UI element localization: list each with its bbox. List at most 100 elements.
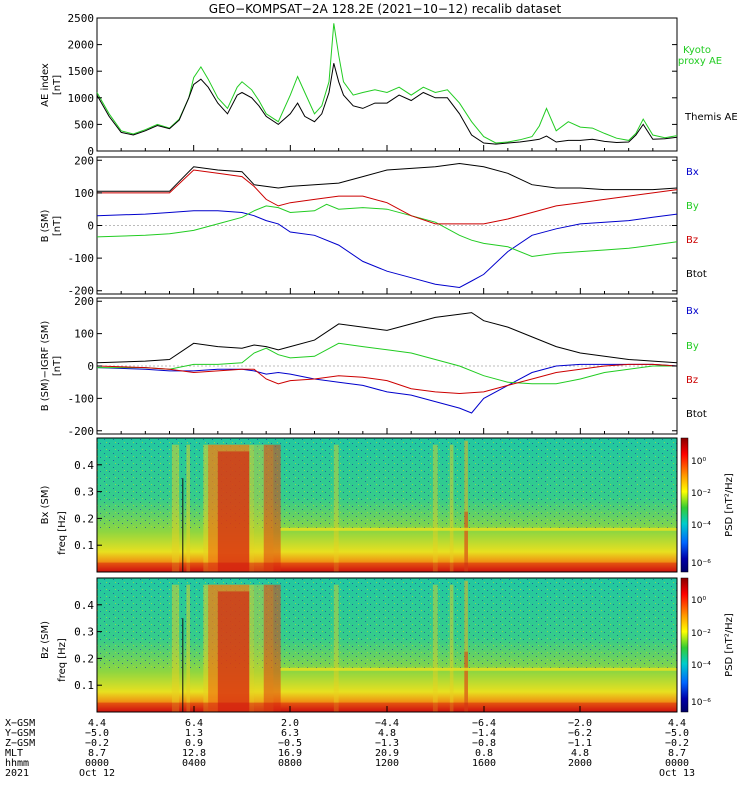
- xaxis-col6-row2: −0.2: [665, 738, 689, 749]
- xaxis-col0-row1: −5.0: [85, 728, 109, 739]
- bx-low-freq-base: [97, 562, 677, 572]
- xaxis-row-label-1: Y−GSM: [5, 728, 35, 739]
- xaxis-col3-row3: 20.9: [375, 748, 399, 759]
- legend-bx: Bx: [686, 167, 699, 178]
- xaxis-col3-row4: 1200: [375, 758, 399, 769]
- bz-harmonic-line: [280, 667, 677, 671]
- panel-bx-psd: 0.10.20.30.4 Bx (SM) freq [Hz] 10⁰ 10⁻² …: [40, 437, 735, 573]
- bigrf-ytick-label-1: -100: [68, 392, 95, 405]
- bigrf-ytick-label-2: 0: [87, 360, 94, 373]
- bx-stripe-1: [171, 444, 180, 572]
- xaxis-col1-row0: 6.4: [185, 718, 203, 729]
- panel-b-sm: -200 -100 0 100 200 B (SM) [nT] Bx By Bz Bto…: [40, 154, 707, 297]
- panel-bz-psd: 0.10.20.30.4 Bz (SM) freq [Hz] 10⁰ 10⁻² …: [40, 577, 735, 713]
- bsm-ytick-label-3: 100: [74, 187, 94, 200]
- xaxis-col6-row5: Oct 13: [659, 768, 695, 779]
- bigrf-series-btot: [96, 312, 678, 364]
- bx-stripe-5: [449, 444, 454, 572]
- bsm-y-axis: -200 -100 0 100 200: [68, 154, 678, 298]
- ae-series-kyoto-proxy-ae: [96, 23, 678, 144]
- bigrf-series-group: [96, 312, 678, 414]
- ae-ytick-label-1: 500: [74, 118, 94, 131]
- xaxis-col6-row1: −5.0: [665, 728, 689, 739]
- xaxis-col6-row0: 4.4: [668, 718, 686, 729]
- bigrf-ylabel: B (SM)−IGRF (SM): [40, 321, 51, 412]
- xaxis-row-label-5: 2021: [5, 768, 29, 779]
- legend-bz: Bz: [686, 235, 698, 246]
- bsm-yunit: [nT]: [52, 216, 63, 236]
- bx-psd-y-axis: 0.1 0.2 0.3 0.4: [74, 459, 102, 552]
- legend-themis: Themis AE: [684, 112, 738, 123]
- bz-band-red-1: [217, 591, 250, 712]
- bz-colorbar-tick-1: 10⁻²: [691, 629, 711, 639]
- xaxis-col0-row2: −0.2: [85, 738, 109, 749]
- legend2-by: By: [686, 341, 699, 352]
- bz-stripe-2: [186, 584, 191, 712]
- legend-by: By: [686, 201, 699, 212]
- xaxis-col3-row0: −4.4: [375, 718, 399, 729]
- bigrf-yunit: [nT]: [52, 356, 63, 376]
- bz-spec-speckle: [97, 578, 677, 668]
- bigrf-ytick-label-4: 200: [74, 295, 94, 308]
- bigrf-series-bx: [96, 363, 678, 414]
- ae-yunit: [nT]: [52, 75, 63, 95]
- bz-psd-ytick-label-0: 0.1: [74, 679, 94, 692]
- ae-y-axis: 0 500 1000 1500 2000 2500: [68, 12, 678, 158]
- bz-psd-ytick-label-2: 0.3: [74, 626, 94, 639]
- bigrf-series-by: [97, 342, 677, 385]
- bsm-series-by: [96, 203, 678, 258]
- bz-colorbar-tick-3: 10⁻⁶: [691, 698, 711, 708]
- xaxis-col4-row0: −6.4: [472, 718, 496, 729]
- bx-band-red-1: [217, 451, 250, 572]
- ae-series-themis-ae: [96, 63, 678, 145]
- bz-psd-ylabel: Bz (SM): [40, 621, 51, 659]
- bz-psd-y-axis: 0.1 0.2 0.3 0.4: [74, 599, 102, 692]
- legend-kyoto-line2: proxy AE: [678, 56, 722, 67]
- bsm-series-group: [96, 162, 678, 289]
- xaxis-col2-row1: 6.3: [281, 728, 299, 739]
- bz-spec-bands: [97, 580, 677, 712]
- xaxis-col2-row0: 2.0: [281, 718, 299, 729]
- legend2-bz: Bz: [686, 375, 698, 386]
- bsm-ytick-label-1: -100: [68, 252, 95, 265]
- bz-stripe-4: [432, 584, 438, 712]
- bz-stripe-3: [333, 584, 339, 712]
- bx-colorbar: [680, 437, 689, 573]
- bz-colorbar-tick-2: 10⁻⁴: [691, 661, 711, 671]
- xaxis-row-label-3: MLT: [5, 748, 23, 759]
- panel-b-igrf: -200 -100 0 100 200 B (SM)−IGRF (SM) [nT] Bx…: [40, 295, 707, 438]
- ae-ylabel: AE index: [40, 63, 51, 107]
- bz-psd-yunit: freq [Hz]: [57, 638, 68, 682]
- xaxis-col0-row0: 4.4: [88, 718, 106, 729]
- bsm-series-btot: [97, 162, 678, 192]
- bsm-ylabel: B (SM): [40, 209, 51, 242]
- bz-stripe-6: [464, 580, 468, 712]
- xaxis-row-label-2: Z−GSM: [5, 738, 35, 749]
- xaxis-col4-row3: 0.8: [475, 748, 493, 759]
- bz-psd-ytick-label-3: 0.4: [74, 599, 94, 612]
- bz-stripe-6-core: [464, 651, 468, 712]
- bx-psd-ylabel: Bx (SM): [40, 486, 51, 525]
- bx-colorbar-tick-3: 10⁻⁶: [691, 559, 711, 569]
- bx-stripe-6: [464, 440, 468, 572]
- bigrf-series-bz: [96, 363, 678, 395]
- xaxis-col5-row1: −6.2: [568, 728, 592, 739]
- bx-stripe-6-core: [464, 511, 468, 572]
- ae-ytick-label-5: 2500: [68, 12, 95, 25]
- bx-psd-ytick-label-0: 0.1: [74, 539, 94, 552]
- legend-btot: Btot: [686, 269, 707, 280]
- xaxis-col3-row1: 4.8: [378, 728, 396, 739]
- panel-ae-frame: [96, 17, 678, 152]
- xaxis-col3-row2: −1.3: [375, 738, 399, 749]
- xaxis-col5-row0: −2.0: [568, 718, 592, 729]
- panel-bx-psd-frame: [96, 437, 678, 573]
- legend2-btot: Btot: [686, 409, 707, 420]
- xaxis-row-label-0: X−GSM: [5, 718, 35, 729]
- ae-ytick-label-2: 1000: [68, 92, 95, 105]
- bx-psd-ytick-label-3: 0.4: [74, 459, 94, 472]
- bz-colorbar-label: PSD [nT²/Hz]: [724, 613, 735, 677]
- xaxis-col4-row1: −1.4: [472, 728, 496, 739]
- bx-spec-bands: [97, 440, 677, 572]
- legend-kyoto-line1: Kyoto: [683, 45, 711, 56]
